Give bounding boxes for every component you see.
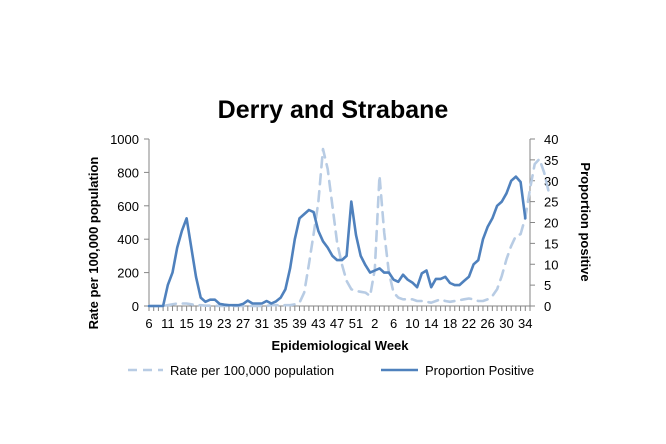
x-tick-label: 31 (255, 316, 269, 331)
y-right-tick-label: 10 (544, 257, 558, 272)
plot-area: 0 200 400 600 800 1000 0 5 10 15 20 25 30 35 40 6 11 15 19… (110, 132, 558, 331)
x-tick-label: 11 (161, 316, 175, 331)
y-left-tick-label: 800 (117, 165, 139, 180)
legend-label-rate: Rate per 100,000 population (170, 363, 334, 378)
x-tick-label: 19 (198, 316, 212, 331)
y-axis-left-label: Rate per 100,000 population (86, 157, 101, 330)
y-left-tick-label: 200 (117, 266, 139, 281)
y-right-tick-label: 40 (544, 132, 558, 147)
x-tick-label: 10 (405, 316, 419, 331)
y-right-tick-label: 25 (544, 195, 558, 210)
y-right-tick-label: 0 (544, 299, 551, 314)
x-tick-label: 27 (236, 316, 250, 331)
x-axis-label: Epidemiological Week (271, 338, 409, 353)
x-tick-label: 35 (273, 316, 287, 331)
series-line-proportion (147, 175, 527, 308)
x-tick-label: 6 (390, 316, 397, 331)
x-tick-label: 43 (311, 316, 325, 331)
x-tick-label: 26 (480, 316, 494, 331)
x-tick-label: 18 (443, 316, 457, 331)
series-line-rate (147, 147, 551, 308)
x-tick-label: 39 (292, 316, 306, 331)
x-tick-label: 6 (145, 316, 152, 331)
y-right-tick-label: 20 (544, 216, 558, 231)
x-tick-label: 14 (424, 316, 438, 331)
y-right-tick-label: 35 (544, 153, 558, 168)
x-tick-label: 47 (330, 316, 344, 331)
x-tick-label: 51 (349, 316, 363, 331)
y-left-tick-label: 1000 (110, 132, 139, 147)
x-tick-label: 23 (217, 316, 231, 331)
x-tick-label: 2 (371, 316, 378, 331)
y-left-tick-label: 600 (117, 199, 139, 214)
y-right-tick-label: 15 (544, 236, 558, 251)
y-axis-right-label: Proportion positive (578, 162, 593, 281)
legend: Rate per 100,000 population Proportion P… (128, 363, 534, 378)
x-tick-label: 30 (499, 316, 513, 331)
y-left-tick-label: 0 (132, 299, 139, 314)
x-tick-label: 22 (462, 316, 476, 331)
x-tick-label: 34 (518, 316, 532, 331)
y-right-tick-label: 5 (544, 278, 551, 293)
chart-title: Derry and Strabane (218, 96, 449, 124)
x-tick-label: 15 (179, 316, 193, 331)
y-left-tick-label: 400 (117, 232, 139, 247)
legend-label-proportion: Proportion Positive (425, 363, 534, 378)
